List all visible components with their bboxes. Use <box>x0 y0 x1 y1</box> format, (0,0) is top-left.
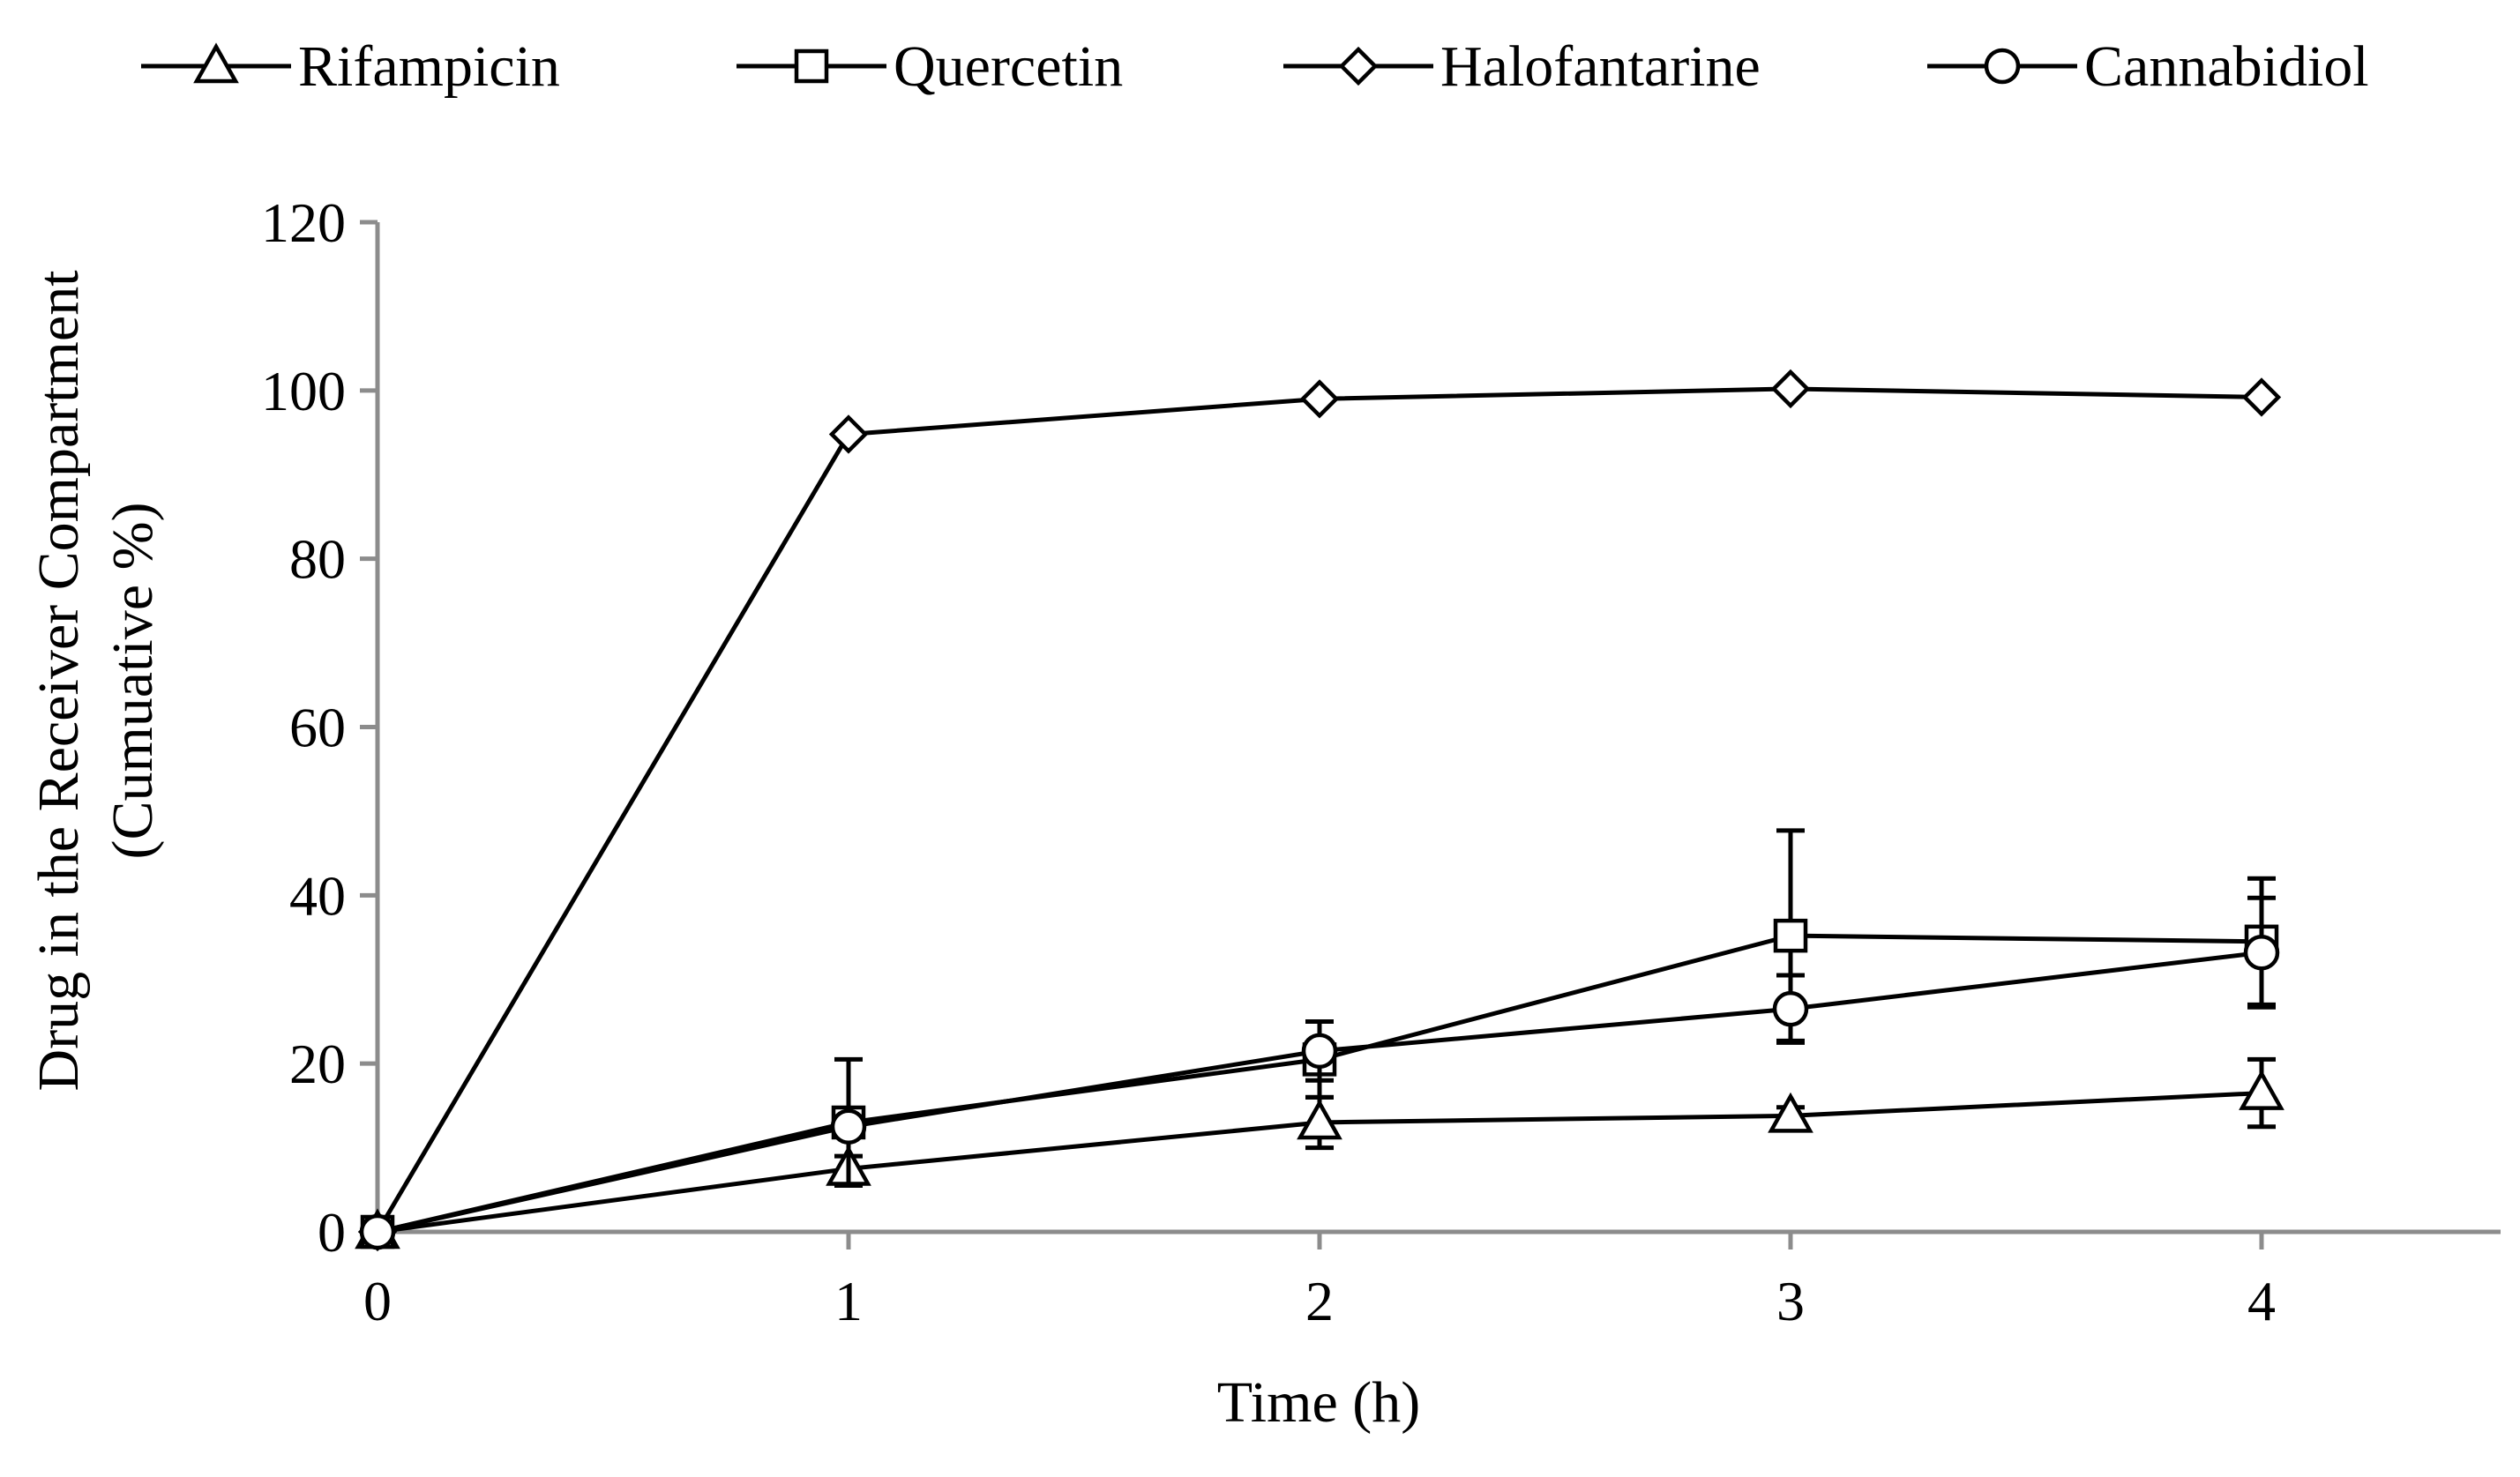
legend-label: Cannabidiol <box>2084 34 2369 99</box>
legend-item-cannabidiol: Cannabidiol <box>1927 34 2369 99</box>
data-point <box>359 1213 396 1250</box>
y-tick-label: 120 <box>261 191 346 254</box>
data-point <box>830 1108 867 1145</box>
y-axis-title-line-2: (Cumuative %) <box>101 502 165 859</box>
y-tick-label: 0 <box>318 1201 346 1264</box>
y-axis-title-line-1: Drug in the Receiver Compartment <box>26 270 91 1091</box>
series-group <box>355 369 2284 1252</box>
legend-marker <box>1338 46 1379 86</box>
data-point <box>1768 1092 1813 1133</box>
x-tick-label: 4 <box>2247 1270 2276 1332</box>
data-point <box>1773 918 1808 953</box>
data-point <box>1297 1099 1342 1140</box>
data-point <box>2241 377 2282 417</box>
y-tick-label: 20 <box>289 1033 346 1095</box>
axis-titles: Time (h) Drug in the Receiver Compartmen… <box>26 270 1420 1435</box>
legend-label: Rifampicin <box>298 34 560 99</box>
data-point <box>1301 1033 1338 1070</box>
legend-label: Halofantarine <box>1440 34 1761 99</box>
legend-label: Quercetin <box>894 34 1123 99</box>
data-point <box>828 414 869 454</box>
y-tick-label: 60 <box>289 697 346 759</box>
data-point <box>2239 1069 2284 1110</box>
legend-item-quercetin: Quercetin <box>737 34 1123 99</box>
data-point <box>2243 934 2280 971</box>
y-tick-label: 80 <box>289 528 346 591</box>
data-point <box>1770 369 1811 409</box>
y-tick-label: 100 <box>261 360 346 422</box>
legend: Rifampicin Quercetin Halofantarine Cannabid… <box>141 34 2369 99</box>
x-tick-label: 3 <box>1776 1270 1805 1332</box>
data-point <box>1772 990 1809 1027</box>
x-tick-label: 2 <box>1305 1270 1334 1332</box>
y-tick-label: 40 <box>289 864 346 927</box>
data-point <box>1299 379 1340 419</box>
legend-marker <box>1984 48 2021 85</box>
legend-marker <box>794 48 829 84</box>
legend-marker <box>193 42 239 84</box>
series-cannabidiol <box>359 895 2280 1250</box>
x-axis-title: Time (h) <box>1217 1370 1420 1435</box>
legend-item-rifampicin: Rifampicin <box>141 34 560 99</box>
x-tick-label: 0 <box>363 1270 392 1332</box>
x-tick-label: 1 <box>834 1270 863 1332</box>
axes: 0 20 40 60 80 100 120 0 1 2 3 4 <box>261 191 2501 1332</box>
legend-item-halofantarine: Halofantarine <box>1283 34 1761 99</box>
